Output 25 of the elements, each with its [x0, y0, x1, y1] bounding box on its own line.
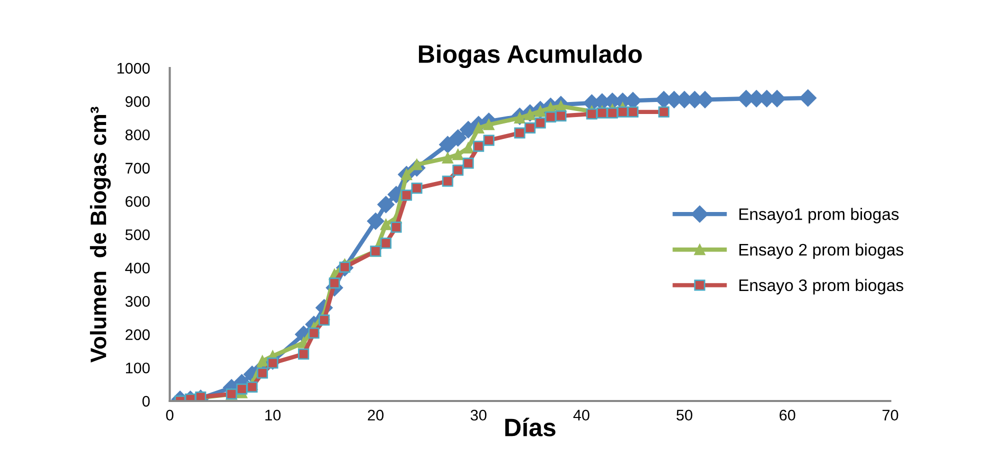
y-tick-label: 600 [126, 196, 150, 207]
x-tick-label: 50 [676, 410, 692, 421]
x-tick-label: 30 [470, 410, 486, 421]
x-tick-label: 10 [265, 410, 281, 421]
y-tick-label: 900 [126, 96, 150, 107]
legend-label: Ensayo1 prom biogas [739, 208, 899, 224]
y-tick-label: 500 [125, 229, 150, 240]
x-tick-label: 40 [573, 410, 590, 421]
y-tick-label: 200 [126, 329, 150, 340]
x-tick-label: 20 [368, 410, 384, 421]
x-tick-label: 0 [166, 410, 174, 421]
y-tick-label: 300 [125, 296, 150, 307]
y-axis-title: Volumen de Biogas cm³ [90, 106, 111, 363]
chart-title: Biogas Acumulado [418, 44, 642, 68]
y-tick-label: 800 [125, 129, 150, 140]
y-tick-label: 0 [142, 396, 150, 407]
x-tick-label: 60 [780, 410, 796, 421]
legend-label: Ensayo 3 prom biogas [739, 278, 904, 294]
y-tick-label: 700 [126, 162, 150, 174]
y-tick-label: 1000 [118, 62, 150, 74]
x-tick-label: 70 [882, 410, 898, 421]
y-tick-label: 400 [125, 262, 150, 274]
legend-label: Ensayo 2 prom biogas [739, 243, 904, 259]
x-axis-title: Días [505, 418, 556, 436]
y-tick-label: 100 [126, 362, 150, 374]
